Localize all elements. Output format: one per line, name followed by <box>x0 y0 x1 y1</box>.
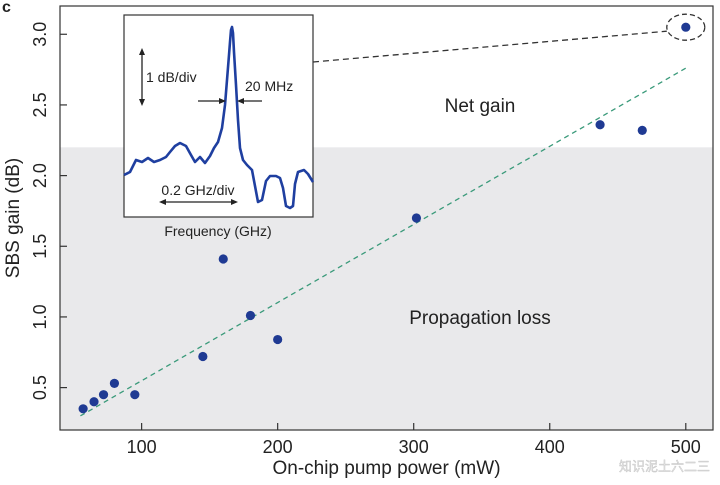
y-tick-label: 2.0 <box>30 163 50 188</box>
highlight-ellipse <box>666 13 706 41</box>
data-points <box>78 22 691 414</box>
propagation-loss-label: Propagation loss <box>409 308 551 329</box>
inset-linewidth-label: 20 MHz <box>245 78 293 94</box>
arrowhead-right-icon <box>231 199 238 205</box>
y-axis-title: SBS gain (dB) <box>3 158 24 278</box>
x-tick-label: 500 <box>671 437 701 457</box>
data-point <box>273 334 283 345</box>
panel-letter: c <box>2 0 11 16</box>
y-tick-label: 2.5 <box>30 92 50 117</box>
inset-horizontal-scale: 0.2 GHz/div <box>161 182 234 198</box>
data-point <box>595 120 605 130</box>
data-point <box>411 213 422 223</box>
x-axis-ticks: 100 200 300 400 500 <box>127 423 701 457</box>
data-point <box>78 404 88 414</box>
y-axis-ticks: 0.5 1.0 1.5 2.0 2.5 3.0 <box>30 22 67 400</box>
y-tick-label: 3.0 <box>30 22 50 47</box>
data-point <box>98 390 109 400</box>
data-point <box>681 22 691 32</box>
arrowhead-up-icon <box>139 48 145 55</box>
net-gain-label: Net gain <box>445 96 516 117</box>
x-tick-label: 200 <box>263 437 293 457</box>
data-point <box>218 254 228 264</box>
data-point <box>245 310 256 321</box>
arrowhead-left-icon <box>237 98 244 104</box>
arrowhead-down-icon <box>139 99 145 106</box>
inset-spectrum-trace <box>123 25 315 210</box>
data-point <box>130 390 140 400</box>
inset-x-axis-title: Frequency (GHz) <box>164 223 271 239</box>
y-tick-label: 0.5 <box>30 375 50 400</box>
y-tick-label: 1.5 <box>30 234 50 259</box>
data-point <box>109 378 120 388</box>
data-point <box>637 125 647 135</box>
x-tick-label: 400 <box>535 437 565 457</box>
watermark: 知识泥土六二三 <box>619 459 710 474</box>
callout-line <box>312 30 667 63</box>
x-tick-label: 100 <box>127 437 157 457</box>
inset-spectrum: 1 dB/div 20 MHz 0.2 GHz/div Frequency (G… <box>123 14 315 239</box>
data-point <box>198 351 208 362</box>
x-tick-label: 300 <box>399 437 429 457</box>
plot-frame <box>59 5 714 431</box>
arrowhead-right-icon <box>219 98 226 104</box>
x-axis-title: On-chip pump power (mW) <box>272 458 500 479</box>
data-point <box>89 397 99 407</box>
inset-vertical-scale: 1 dB/div <box>146 69 197 85</box>
arrowhead-left-icon <box>159 199 166 205</box>
y-tick-label: 1.0 <box>30 304 50 329</box>
